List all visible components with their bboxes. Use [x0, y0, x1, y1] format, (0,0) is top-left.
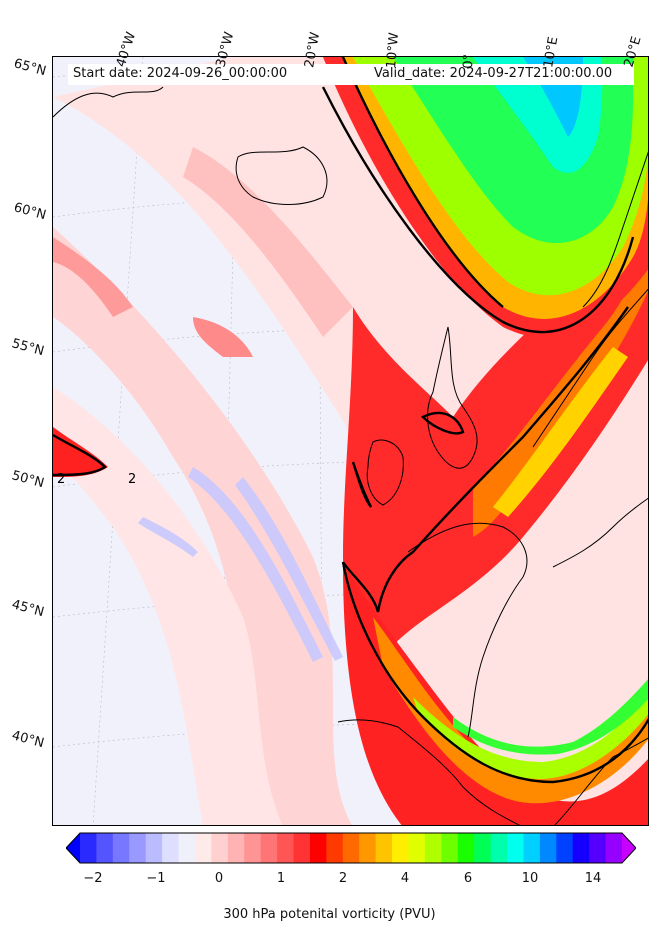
lat-label: 45°N [10, 597, 46, 621]
lon-label: 0° [461, 53, 477, 69]
start-date-label: Start date: 2024-09-26_00:00:00 [73, 66, 288, 81]
colorbar-cell [392, 833, 409, 863]
colorbar-cell [227, 833, 245, 863]
negative-pv-streaks [138, 467, 343, 662]
colorbar-tick: 6 [463, 871, 473, 886]
colorbar-cell [539, 833, 557, 863]
colorbar-tick: −1 [146, 871, 166, 886]
colorbar-cell [441, 833, 459, 863]
colorbar-cell [342, 833, 360, 863]
colorbar-cell [490, 833, 508, 863]
colorbar-cell [194, 833, 212, 863]
colorbar-cell [424, 833, 442, 863]
colorbar-tick: 2 [338, 871, 348, 886]
colorbar-cell [474, 833, 492, 863]
colorbar-cell [96, 833, 114, 863]
contour-label: 2 [128, 472, 136, 487]
contour-label: 2 [57, 472, 65, 487]
colorbar-cell [277, 833, 295, 863]
colorbar-tick: 4 [400, 871, 410, 886]
colorbar-outline [66, 832, 636, 864]
lat-label: 60°N [12, 200, 48, 224]
lat-label: 40°N [10, 728, 46, 752]
colorbar-cell [293, 833, 311, 863]
colorbar-cell [260, 833, 278, 863]
colorbar-cell [309, 833, 327, 863]
colorbar-cell [129, 833, 147, 863]
colorbar-cell [145, 833, 163, 863]
colorbar-cell [359, 833, 377, 863]
colorbar-cell [162, 833, 180, 863]
colorbar-extend-min [66, 833, 80, 863]
coastlines [53, 86, 648, 825]
colorbar-tick: 0 [214, 871, 224, 886]
colorbar [66, 832, 636, 864]
colorbar-cell [589, 833, 607, 863]
colorbar-cell [178, 833, 196, 863]
colorbar-tick: −2 [83, 871, 103, 886]
colorbar-tick: 1 [276, 871, 286, 886]
colorbar-cell [556, 833, 574, 863]
colorbar-cell [605, 833, 623, 863]
colorbar-cells [66, 833, 636, 863]
colorbar-cell [112, 833, 130, 863]
colorbar-cell [211, 833, 229, 863]
colorbar-cell [244, 833, 262, 863]
valid-date-label: Valid_date: 2024-09-27T21:00:00.00 [374, 66, 613, 81]
colorbar-label: 300 hPa potenital vorticity (PVU) [223, 907, 436, 922]
western-pv-blob [53, 427, 108, 477]
lat-label: 65°N [12, 56, 48, 80]
colorbar-tick: 10 [521, 871, 539, 886]
colorbar-cell [80, 833, 97, 863]
info-box [68, 64, 634, 85]
map-panel: 2 2 [52, 56, 649, 826]
colorbar-cell [375, 833, 393, 863]
colorbar-extend-max [622, 833, 636, 863]
pv-2-contours [53, 57, 648, 784]
colorbar-cell [523, 833, 541, 863]
colorbar-cell [572, 833, 590, 863]
colorbar-cell [408, 833, 426, 863]
colorbar-cell [326, 833, 344, 863]
pv-field-map: 2 2 [53, 57, 648, 825]
lon-label: 10°W [384, 31, 403, 69]
colorbar-cell [507, 833, 524, 863]
colorbar-cell [457, 833, 475, 863]
colorbar-tick: 14 [584, 871, 602, 886]
lat-label: 50°N [10, 468, 46, 492]
lat-label: 55°N [10, 336, 46, 360]
